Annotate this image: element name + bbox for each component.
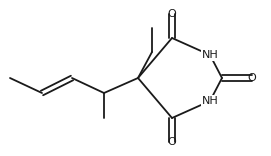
Text: NH: NH [202,50,218,60]
Text: O: O [168,137,176,147]
Text: NH: NH [202,96,218,106]
Text: O: O [248,73,256,83]
Text: O: O [168,9,176,19]
